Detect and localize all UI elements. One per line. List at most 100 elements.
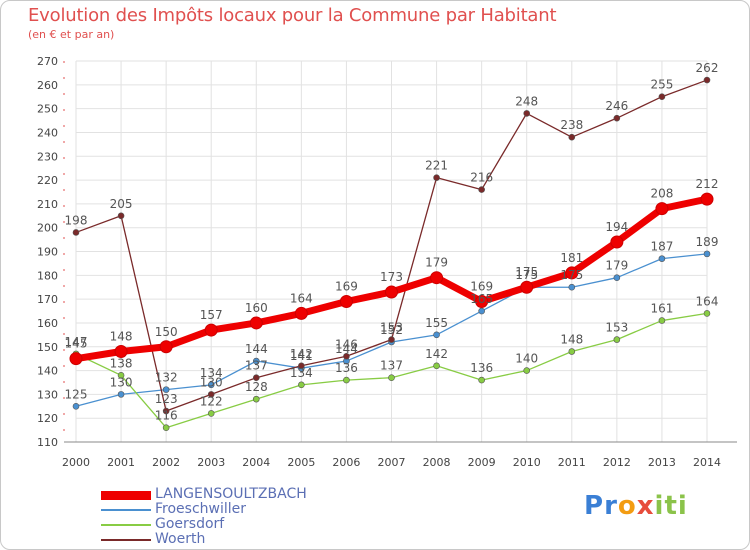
legend-label: Woerth: [155, 531, 206, 547]
data-label: 148: [110, 330, 133, 344]
data-label: 136: [470, 361, 493, 375]
data-point: [658, 93, 666, 101]
data-point: [433, 174, 440, 181]
data-point: [478, 307, 485, 315]
data-label: 164: [696, 294, 719, 308]
data-label: 157: [200, 308, 223, 322]
data-point: [207, 410, 215, 417]
data-label: 181: [560, 251, 583, 265]
x-tick-label: 2014: [693, 456, 721, 469]
x-tick-label: 2006: [332, 456, 360, 469]
series-layer: [69, 76, 714, 432]
axis-layer: 110 120 130 140 150 160 170 180 190 200 210 220 230 2…: [37, 55, 737, 469]
data-point: [478, 186, 485, 193]
data-label: 212: [696, 177, 719, 191]
data-point: [568, 348, 576, 355]
data-point: [207, 381, 215, 389]
legend-swatch: [101, 524, 151, 526]
data-label: 194: [605, 220, 628, 234]
data-label: 179: [425, 256, 448, 270]
data-label: 238: [560, 118, 583, 132]
data-label: 205: [110, 197, 133, 211]
y-tick-label: 220: [37, 174, 58, 187]
x-tick-label: 2007: [378, 456, 406, 469]
data-point: [478, 376, 485, 384]
x-tick-label: 2005: [287, 456, 315, 469]
data-point: [162, 386, 170, 393]
data-point: [72, 229, 80, 236]
data-label: 155: [425, 316, 448, 330]
y-tick-label: 110: [37, 436, 58, 449]
data-point: [610, 235, 624, 249]
data-point: [252, 357, 260, 365]
data-point: [475, 295, 489, 309]
data-point: [162, 407, 170, 415]
x-tick-label: 2008: [423, 456, 451, 469]
data-label: 138: [110, 356, 133, 370]
data-point: [703, 310, 711, 317]
x-tick-label: 2012: [603, 456, 631, 469]
data-point: [117, 212, 125, 220]
data-point: [343, 352, 350, 360]
data-label: 146: [335, 337, 358, 351]
data-point: [565, 266, 579, 280]
data-point: [523, 367, 531, 374]
data-label: 137: [380, 359, 403, 373]
data-point: [204, 323, 218, 337]
y-tick-label: 200: [37, 222, 58, 235]
grid-layer: [75, 60, 708, 443]
y-tick-label: 260: [37, 79, 58, 92]
data-point: [294, 306, 308, 320]
x-tick-label: 2001: [107, 456, 135, 469]
y-tick-label: 190: [37, 246, 58, 259]
y-tick-label: 170: [37, 293, 58, 306]
data-point: [339, 295, 353, 309]
y-tick-label: 250: [37, 103, 58, 116]
data-point: [117, 391, 125, 398]
x-tick-label: 2010: [513, 456, 541, 469]
data-point: [658, 255, 666, 262]
data-point: [252, 395, 260, 403]
x-tick-label: 2013: [648, 456, 676, 469]
data-label: 134: [290, 366, 313, 380]
data-label: 255: [650, 78, 673, 92]
data-point: [388, 374, 395, 382]
data-label: 125: [65, 387, 88, 401]
y-tick-label: 120: [37, 412, 58, 425]
x-tick-label: 2000: [62, 456, 90, 469]
data-point: [700, 192, 714, 206]
data-label: 198: [65, 213, 88, 227]
data-label: 142: [425, 347, 448, 361]
data-point: [703, 76, 711, 84]
data-label: 134: [200, 366, 223, 380]
data-label: 147: [65, 335, 88, 349]
y-tick-label: 140: [37, 365, 58, 378]
data-point: [298, 362, 305, 370]
data-label: 150: [155, 325, 178, 339]
data-label: 175: [515, 265, 538, 279]
data-point: [159, 340, 173, 354]
data-point: [162, 424, 170, 432]
data-label: 179: [605, 259, 628, 273]
y-tick-label: 160: [37, 317, 58, 330]
data-label: 165: [470, 292, 493, 306]
data-point: [69, 352, 83, 366]
data-label: 148: [560, 333, 583, 347]
y-tick-label: 210: [37, 198, 58, 211]
x-tick-label: 2011: [558, 456, 586, 469]
data-label: 123: [155, 392, 178, 406]
data-label: 142: [290, 347, 313, 361]
legend-label: Goersdorf: [155, 516, 225, 532]
data-point: [613, 336, 621, 343]
data-label: 145: [65, 337, 88, 351]
data-point: [568, 283, 576, 291]
data-label: 208: [650, 187, 673, 201]
data-label: 144: [335, 342, 358, 356]
data-label: 169: [470, 280, 493, 294]
data-point: [343, 376, 350, 384]
data-label: 132: [155, 371, 178, 385]
data-point: [388, 336, 395, 343]
x-tick-label: 2009: [468, 456, 496, 469]
legend-label: Froeschwiller: [155, 501, 247, 517]
